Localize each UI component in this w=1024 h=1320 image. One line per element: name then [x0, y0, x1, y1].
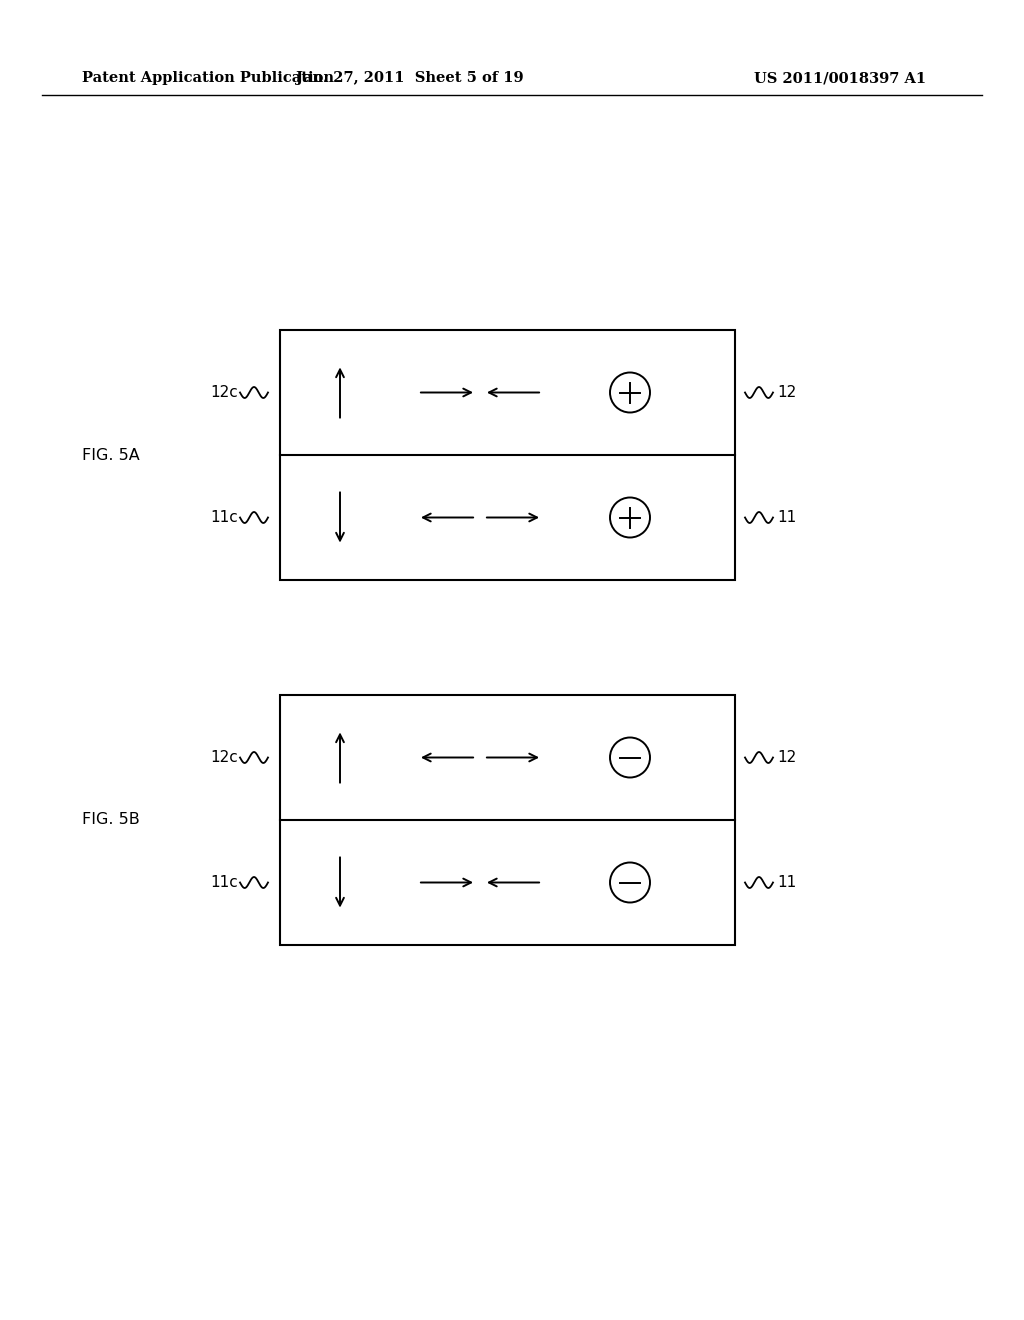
- Text: US 2011/0018397 A1: US 2011/0018397 A1: [754, 71, 926, 84]
- Text: FIG. 5A: FIG. 5A: [82, 447, 139, 462]
- Text: 11: 11: [777, 875, 797, 890]
- Text: 12: 12: [777, 385, 797, 400]
- Circle shape: [610, 738, 650, 777]
- Text: FIG. 5B: FIG. 5B: [82, 813, 139, 828]
- Text: 12c: 12c: [210, 750, 238, 766]
- Circle shape: [610, 372, 650, 412]
- Text: 12c: 12c: [210, 385, 238, 400]
- Bar: [280, 696, 735, 945]
- Text: Jan. 27, 2011  Sheet 5 of 19: Jan. 27, 2011 Sheet 5 of 19: [296, 71, 524, 84]
- Bar: [280, 330, 735, 579]
- Circle shape: [610, 498, 650, 537]
- Text: 11: 11: [777, 510, 797, 525]
- Text: 11c: 11c: [210, 875, 238, 890]
- Text: Patent Application Publication: Patent Application Publication: [82, 71, 334, 84]
- Text: 11c: 11c: [210, 510, 238, 525]
- Text: 12: 12: [777, 750, 797, 766]
- Circle shape: [610, 862, 650, 903]
